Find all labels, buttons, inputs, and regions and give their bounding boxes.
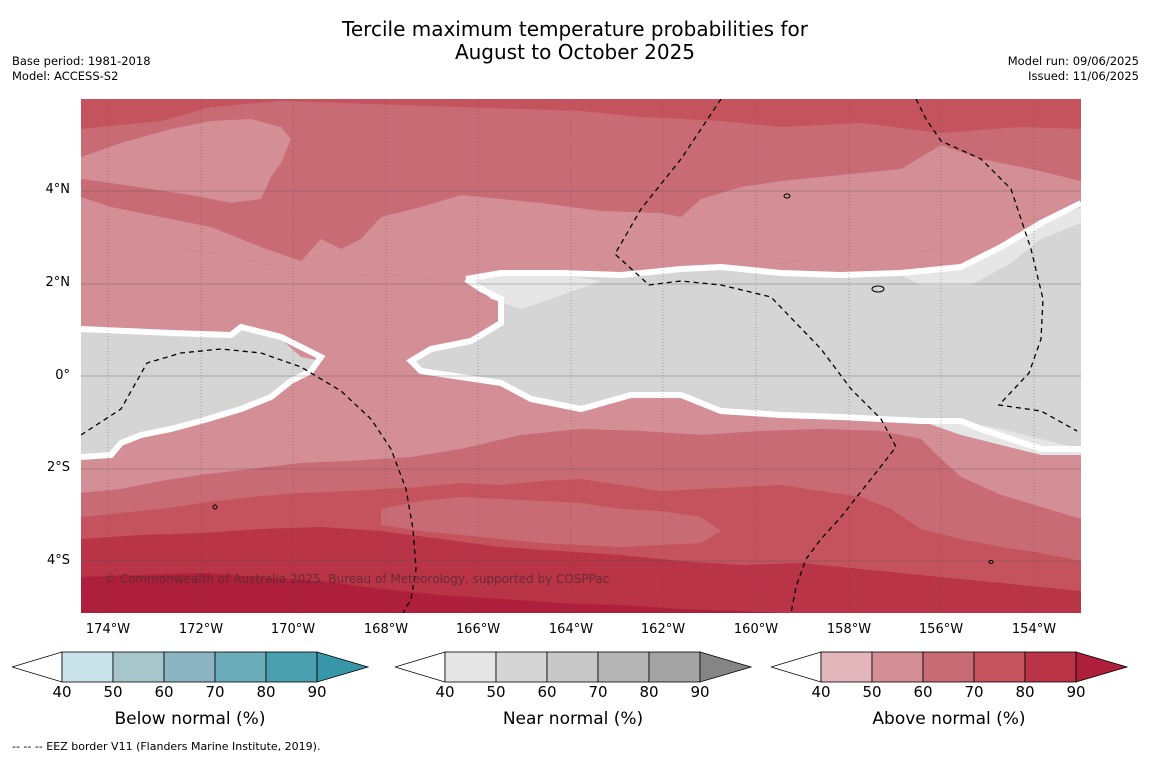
region-above-70-80-north	[81, 99, 1081, 133]
colorbar-tick-label: 50	[862, 683, 882, 701]
colorbar-below-normal	[12, 651, 369, 683]
boundary-near-central	[406, 200, 1081, 452]
lon-label-166w: 166°W	[455, 622, 501, 637]
colorbar-tick-label: 40	[52, 683, 72, 701]
eez-footnote: -- -- -- EEZ border V11 (Flanders Marine…	[12, 740, 321, 753]
lat-label-2n: 2°N	[45, 275, 71, 290]
colorbar-tick-label: 40	[435, 683, 455, 701]
lon-label-162w: 162°W	[640, 622, 686, 637]
colorbar-segment	[597, 651, 650, 683]
region-above-50-60-north	[81, 145, 1081, 285]
legend-title-above: Above normal (%)	[872, 709, 1026, 729]
island-3	[212, 504, 218, 510]
colorbar-segment	[546, 651, 599, 683]
colorbar-tick-label: 50	[103, 683, 123, 701]
colorbar-tick-label: 40	[811, 683, 831, 701]
graticule	[81, 99, 1081, 613]
colorbar-tick-label: 60	[537, 683, 557, 701]
colorbar-tick-label: 70	[588, 683, 608, 701]
colorbar-above-normal	[771, 651, 1128, 683]
colorbar-tick-label: 80	[1015, 683, 1035, 701]
island-4	[988, 560, 994, 564]
colorbar-tick-label: 80	[639, 683, 659, 701]
title-line-1: Tercile maximum temperature probabilitie…	[342, 17, 808, 41]
lon-label-156w: 156°W	[918, 622, 964, 637]
region-near-40-50-east	[901, 207, 1081, 285]
colorbar-tick-label: 60	[154, 683, 174, 701]
colorbar-tick-label: 90	[307, 683, 327, 701]
lon-label-160w: 160°W	[733, 622, 779, 637]
lon-label-154w: 154°W	[1011, 622, 1057, 637]
model-run: Model run: 09/06/2025	[1007, 54, 1139, 68]
lon-label-174w: 174°W	[85, 622, 131, 637]
colorbar-segment	[214, 651, 267, 683]
colorbar-extend-low	[395, 651, 446, 683]
colorbar-segment	[444, 651, 497, 683]
island-2	[871, 285, 885, 293]
lon-label-158w: 158°W	[826, 622, 872, 637]
islands	[212, 193, 994, 564]
lat-label-2s: 2°S	[46, 460, 70, 475]
copyright-notice: © Commonwealth of Australia 2025, Bureau…	[104, 572, 610, 586]
lat-label-0: 0°	[55, 368, 70, 383]
eez-borders	[81, 99, 1078, 613]
colorbar-segment	[61, 651, 114, 683]
colorbar-extend-low	[771, 651, 822, 683]
legend-title-below: Below normal (%)	[114, 709, 266, 729]
legend-title-near: Near normal (%)	[502, 709, 644, 729]
colorbar-extend-high	[1075, 651, 1128, 683]
colorbar-segment	[648, 651, 701, 683]
colorbar-segment	[112, 651, 165, 683]
probability-map	[81, 99, 1081, 613]
lon-label-172w: 172°W	[178, 622, 224, 637]
colorbar-extend-low	[12, 651, 63, 683]
colorbar-near-normal	[395, 651, 752, 683]
colorbar-tick-label: 80	[256, 683, 276, 701]
region-near-central	[411, 207, 1081, 449]
colorbar-extend-high	[316, 651, 369, 683]
lon-label-168w: 168°W	[363, 622, 409, 637]
colorbar-segment	[871, 651, 924, 683]
colorbar-tick-label: 70	[964, 683, 984, 701]
meta-left: Base period: 1981-2018 Model: ACCESS-S2	[12, 54, 151, 84]
model-name: Model: ACCESS-S2	[12, 69, 119, 83]
island-1	[783, 193, 791, 199]
colorbar-extend-high	[699, 651, 752, 683]
lon-label-164w: 164°W	[548, 622, 594, 637]
colorbar-segment	[163, 651, 216, 683]
region-above-50-60-nw	[81, 119, 291, 203]
colorbar-tick-label: 50	[486, 683, 506, 701]
colorbar-tick-label: 90	[1066, 683, 1086, 701]
colorbar-segment	[820, 651, 873, 683]
colorbar-segment	[1024, 651, 1077, 683]
lon-label-170w: 170°W	[270, 622, 316, 637]
map-canvas	[81, 99, 1081, 613]
meta-right: Model run: 09/06/2025 Issued: 11/06/2025	[1008, 54, 1139, 84]
colorbar-tick-label: 90	[690, 683, 710, 701]
region-above-90-south	[81, 573, 781, 613]
issued-date: Issued: 11/06/2025	[1028, 69, 1139, 83]
region-above-60-70-pocket	[381, 497, 721, 547]
title-line-2: August to October 2025	[454, 40, 696, 64]
boundary-near-west	[81, 323, 326, 460]
lat-label-4s: 4°S	[46, 553, 70, 568]
map-title: Tercile maximum temperature probabilitie…	[0, 18, 1150, 64]
base-period: Base period: 1981-2018	[12, 54, 151, 68]
colorbar-tick-label: 70	[205, 683, 225, 701]
colorbar-segment	[922, 651, 975, 683]
colorbar-segment	[495, 651, 548, 683]
colorbar-segment	[265, 651, 318, 683]
colorbar-segment	[973, 651, 1026, 683]
colorbar-tick-label: 60	[913, 683, 933, 701]
lat-label-4n: 4°N	[45, 182, 71, 197]
